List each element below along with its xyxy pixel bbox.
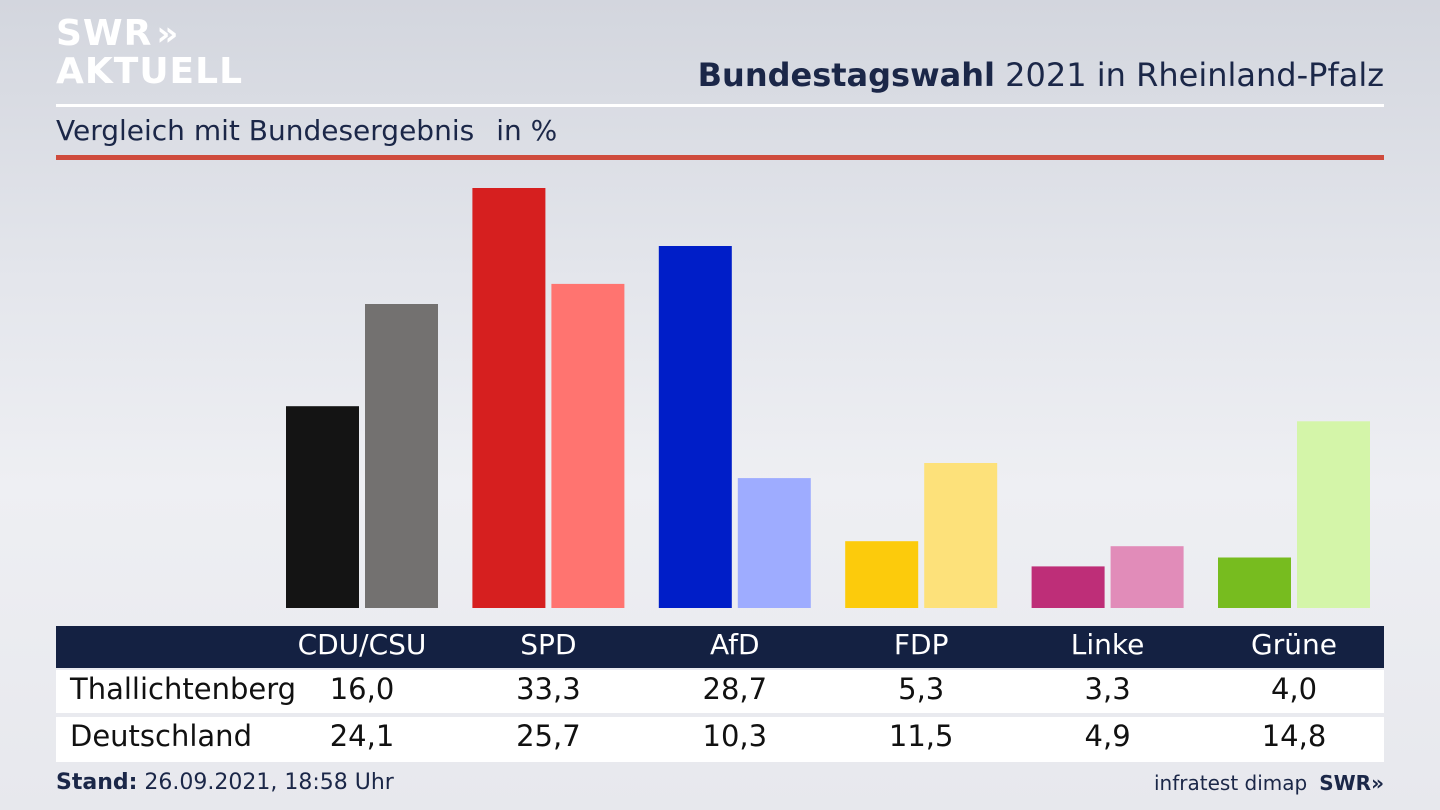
table-cell: 4,0	[1270, 672, 1318, 706]
stand-label: Stand:	[56, 770, 138, 795]
logo-aktuell: AKTUELL	[56, 51, 244, 92]
column-header: CDU/CSU	[297, 628, 427, 661]
stand-value: 26.09.2021, 18:58 Uhr	[144, 770, 394, 795]
bar-thallichtenberg-spd	[472, 188, 546, 608]
bar-thallichtenberg-linke	[1031, 566, 1105, 608]
bar-deutschland-cdu-csu	[365, 304, 438, 608]
title-divider	[56, 104, 1384, 107]
source-credit: infratest dimap SWR»	[1154, 771, 1384, 795]
title-bold: Bundestagswahl	[697, 56, 995, 94]
logo-swr: SWR	[56, 13, 153, 54]
chart-subtitle: Vergleich mit Bundesergebnis in %	[56, 114, 557, 147]
swr-aktuell-logo: SWR» AKTUELL	[56, 16, 243, 90]
table-cell: 3,3	[1084, 672, 1131, 706]
table-cell: 11,5	[888, 719, 954, 753]
footer-stand: Stand: 26.09.2021, 18:58 Uhr	[56, 770, 394, 795]
bar-deutschland-linke	[1110, 546, 1184, 608]
table-cell: 33,3	[516, 672, 581, 706]
column-header: SPD	[520, 628, 577, 661]
row-label: Deutschland	[70, 719, 252, 753]
table-header-row: CDU/CSU SPD AfD FDP Linke Grüne	[56, 626, 1384, 668]
source-logo: SWR»	[1319, 771, 1384, 795]
subtitle-divider	[56, 155, 1384, 160]
table-cell: 24,1	[329, 719, 395, 753]
table-cell: 14,8	[1261, 719, 1327, 753]
bar-deutschland-afd	[737, 478, 811, 608]
row-label: Thallichtenberg	[70, 672, 297, 706]
bar-deutschland-spd	[551, 283, 625, 608]
bar-thallichtenberg-grüne	[1218, 557, 1291, 608]
bar-deutschland-fdp	[924, 463, 998, 608]
table-cell: 10,3	[702, 719, 768, 753]
title-rest: 2021 in Rheinland-Pfalz	[1005, 56, 1384, 94]
bar-thallichtenberg-fdp	[845, 541, 919, 608]
column-header: FDP	[893, 628, 949, 661]
column-header: Grüne	[1251, 628, 1337, 661]
table-row: Thallichtenberg 16,0 33,3 28,7 5,3 3,3 4,0	[56, 670, 1384, 713]
table-cell: 28,7	[702, 672, 768, 706]
chart-title: Bundestagswahl 2021 in Rheinland-Pfalz	[698, 56, 1384, 94]
bar-deutschland-grüne	[1297, 421, 1370, 608]
table-cell: 4,9	[1084, 719, 1131, 753]
bar-thallichtenberg-cdu-csu	[286, 406, 359, 608]
column-header: Linke	[1070, 628, 1145, 661]
table-row: Deutschland 24,1 25,7 10,3 11,5 4,9 14,8	[56, 717, 1384, 762]
column-header: AfD	[710, 628, 760, 661]
subtitle-text: Vergleich mit Bundesergebnis	[56, 114, 475, 147]
subtitle-unit: in %	[496, 114, 558, 147]
table-cell: 16,0	[329, 672, 395, 706]
table-cell: 5,3	[898, 672, 945, 706]
bar-thallichtenberg-afd	[658, 246, 732, 608]
table-cell: 25,7	[516, 719, 581, 753]
source-text: infratest dimap	[1154, 771, 1308, 795]
